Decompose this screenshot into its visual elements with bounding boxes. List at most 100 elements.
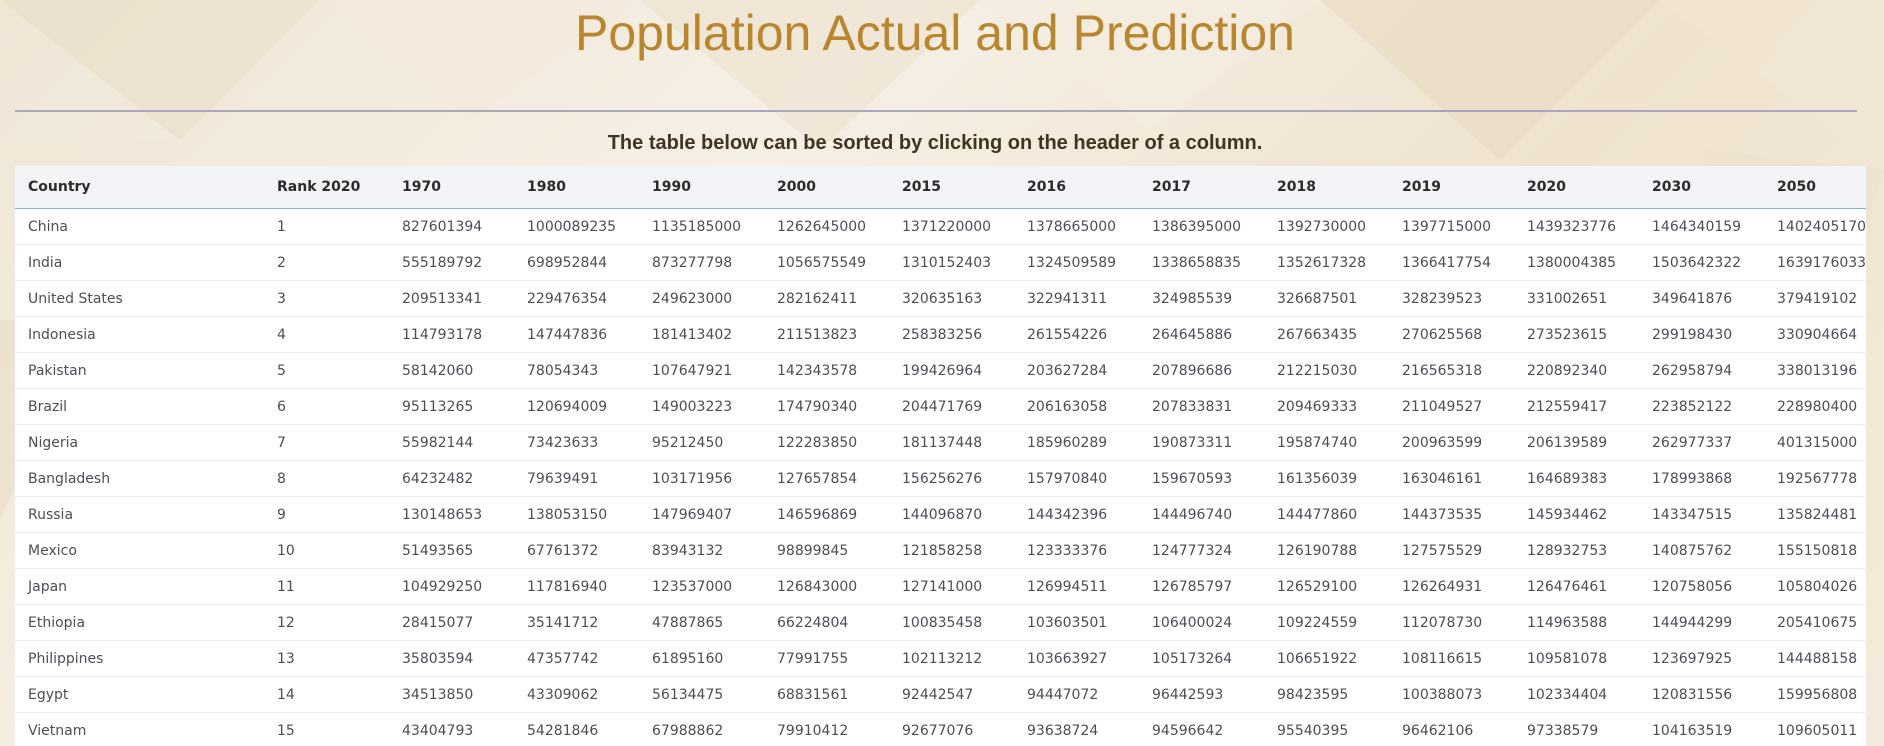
population-cell: 121858258 [889, 532, 1014, 569]
column-header[interactable]: Rank 2020 [264, 166, 389, 209]
population-cell: 1338658835 [1139, 244, 1264, 281]
population-cell: 94447072 [1014, 676, 1139, 713]
population-cell: 216565318 [1389, 352, 1514, 389]
population-cell: 299198430 [1639, 316, 1764, 353]
population-cell: 112078730 [1389, 604, 1514, 641]
population-cell: 54281846 [514, 712, 639, 746]
column-header[interactable]: 2016 [1014, 166, 1139, 209]
population-cell: 67761372 [514, 532, 639, 569]
population-cell: 322941311 [1014, 280, 1139, 317]
population-cell: 228980400 [1764, 388, 1866, 425]
population-cell: 77991755 [764, 640, 889, 677]
population-cell: 1402405170 [1764, 208, 1866, 245]
column-header[interactable]: 2015 [889, 166, 1014, 209]
population-cell: 159670593 [1139, 460, 1264, 497]
population-cell: 117816940 [514, 568, 639, 605]
table-row: India 2 555189792 698952844 873277798 1056575… [15, 244, 1866, 281]
country-cell: Philippines [15, 640, 264, 677]
table-row: Ethiopia 12 28415077 35141712 47887865 662248… [15, 604, 1866, 641]
population-cell: 209513341 [389, 280, 514, 317]
population-cell: 338013196 [1764, 352, 1866, 389]
population-cell: 157970840 [1014, 460, 1139, 497]
population-cell: 207833831 [1139, 388, 1264, 425]
population-cell: 104929250 [389, 568, 514, 605]
population-cell: 1380004385 [1514, 244, 1639, 281]
rank-cell: 3 [264, 280, 389, 317]
population-cell: 223852122 [1639, 388, 1764, 425]
population-cell: 199426964 [889, 352, 1014, 389]
table-row: Bangladesh 8 64232482 79639491 103171956 1276… [15, 460, 1866, 497]
column-header[interactable]: 2050 [1764, 166, 1866, 209]
country-cell: Brazil [15, 388, 264, 425]
population-cell: 1135185000 [639, 208, 764, 245]
population-cell: 106651922 [1264, 640, 1389, 677]
population-cell: 92677076 [889, 712, 1014, 746]
rank-cell: 5 [264, 352, 389, 389]
rank-cell: 8 [264, 460, 389, 497]
column-header[interactable]: 1990 [639, 166, 764, 209]
population-cell: 155150818 [1764, 532, 1866, 569]
population-cell: 78054343 [514, 352, 639, 389]
population-cell: 68831561 [764, 676, 889, 713]
column-header[interactable]: 2030 [1639, 166, 1764, 209]
column-header[interactable]: 1980 [514, 166, 639, 209]
population-cell: 114963588 [1514, 604, 1639, 641]
column-header[interactable]: 2019 [1389, 166, 1514, 209]
population-cell: 178993868 [1639, 460, 1764, 497]
table-row: Russia 9 130148653 138053150 147969407 146596… [15, 496, 1866, 533]
population-cell: 126994511 [1014, 568, 1139, 605]
population-cell: 146596869 [764, 496, 889, 533]
population-cell: 143347515 [1639, 496, 1764, 533]
population-cell: 122283850 [764, 424, 889, 461]
population-cell: 331002651 [1514, 280, 1639, 317]
population-cell: 149003223 [639, 388, 764, 425]
country-cell: Egypt [15, 676, 264, 713]
rank-cell: 14 [264, 676, 389, 713]
population-cell: 203627284 [1014, 352, 1139, 389]
population-cell: 555189792 [389, 244, 514, 281]
population-cell: 324985539 [1139, 280, 1264, 317]
country-cell: Nigeria [15, 424, 264, 461]
population-cell: 126529100 [1264, 568, 1389, 605]
population-cell: 100835458 [889, 604, 1014, 641]
population-cell: 126264931 [1389, 568, 1514, 605]
population-cell: 1378665000 [1014, 208, 1139, 245]
population-cell: 185960289 [1014, 424, 1139, 461]
population-cell: 95540395 [1264, 712, 1389, 746]
population-cell: 261554226 [1014, 316, 1139, 353]
column-header[interactable]: Country [15, 166, 264, 209]
country-cell: Bangladesh [15, 460, 264, 497]
column-header[interactable]: 2017 [1139, 166, 1264, 209]
population-cell: 109581078 [1514, 640, 1639, 677]
population-cell: 207896686 [1139, 352, 1264, 389]
table-row: Pakistan 5 58142060 78054343 107647921 142343… [15, 352, 1866, 389]
population-cell: 98423595 [1264, 676, 1389, 713]
population-cell: 43309062 [514, 676, 639, 713]
population-cell: 103663927 [1014, 640, 1139, 677]
population-cell: 181413402 [639, 316, 764, 353]
population-table-container: Country Rank 2020 1970 1980 1990 2000 2015 2016… [15, 166, 1866, 746]
population-cell: 328239523 [1389, 280, 1514, 317]
column-header[interactable]: 1970 [389, 166, 514, 209]
table-row: China 1 827601394 1000089235 1135185000 12626… [15, 208, 1866, 245]
rank-cell: 11 [264, 568, 389, 605]
rank-cell: 4 [264, 316, 389, 353]
population-cell: 127141000 [889, 568, 1014, 605]
column-header[interactable]: 2000 [764, 166, 889, 209]
country-cell: China [15, 208, 264, 245]
population-cell: 58142060 [389, 352, 514, 389]
population-cell: 47887865 [639, 604, 764, 641]
column-header[interactable]: 2020 [1514, 166, 1639, 209]
table-instructions: The table below can be sorted by clickin… [607, 132, 1263, 154]
population-cell: 123537000 [639, 568, 764, 605]
rank-cell: 10 [264, 532, 389, 569]
population-cell: 130148653 [389, 496, 514, 533]
population-cell: 326687501 [1264, 280, 1389, 317]
divider [15, 110, 1857, 112]
population-cell: 320635163 [889, 280, 1014, 317]
country-cell: Pakistan [15, 352, 264, 389]
column-header[interactable]: 2018 [1264, 166, 1389, 209]
population-cell: 1324509589 [1014, 244, 1139, 281]
population-cell: 120831556 [1639, 676, 1764, 713]
population-cell: 330904664 [1764, 316, 1866, 353]
